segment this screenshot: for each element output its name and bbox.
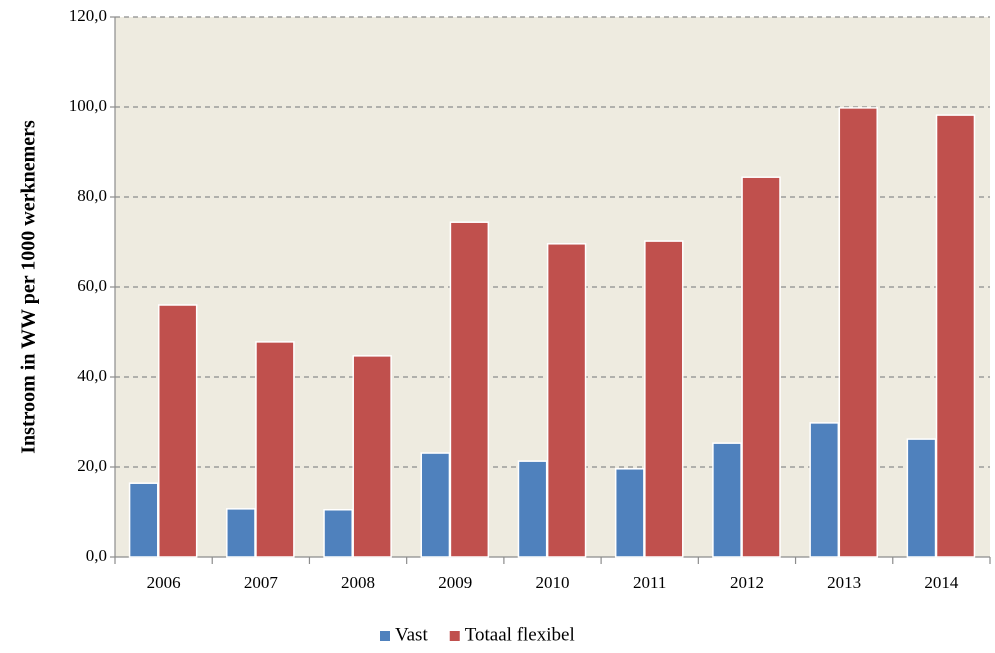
x-tick-label: 2010: [536, 573, 570, 592]
y-tick-label: 40,0: [77, 366, 107, 385]
x-tick-label: 2008: [341, 573, 375, 592]
bar: [644, 240, 684, 558]
bar: [838, 107, 878, 558]
legend-swatch: [449, 631, 460, 641]
y-tick-label: 0,0: [86, 546, 107, 565]
bar: [906, 438, 937, 558]
bar: [255, 341, 295, 558]
bar: [323, 509, 353, 558]
legend-label: Vast: [395, 624, 428, 645]
x-tick-label: 2011: [633, 573, 666, 592]
bar: [420, 452, 451, 558]
bar: [546, 243, 587, 558]
bar: [614, 468, 645, 558]
y-tick-label: 120,0: [69, 6, 107, 25]
y-tick-label: 100,0: [69, 96, 107, 115]
bar: [517, 460, 548, 558]
x-tick-label: 2006: [147, 573, 181, 592]
y-axis-label: Instroom in WW per 1000 werknemers: [18, 120, 40, 454]
y-tick-label: 60,0: [77, 276, 107, 295]
x-tick-label: 2007: [244, 573, 279, 592]
y-tick-label: 80,0: [77, 186, 107, 205]
y-tick-label: 20,0: [77, 456, 107, 475]
bar: [128, 482, 159, 558]
x-tick-label: 2014: [924, 573, 959, 592]
bar: [226, 508, 256, 558]
bar: [935, 114, 976, 558]
bar: [449, 221, 490, 558]
legend-swatch: [380, 631, 390, 641]
bar: [809, 422, 840, 558]
bar: [158, 304, 198, 558]
bar: [741, 176, 781, 558]
x-tick-label: 2013: [827, 573, 861, 592]
legend-label: Totaal flexibel: [465, 624, 575, 645]
x-tick-label: 2012: [730, 573, 764, 592]
bar: [352, 355, 392, 558]
x-tick-label: 2009: [438, 573, 472, 592]
bar: [712, 442, 742, 558]
